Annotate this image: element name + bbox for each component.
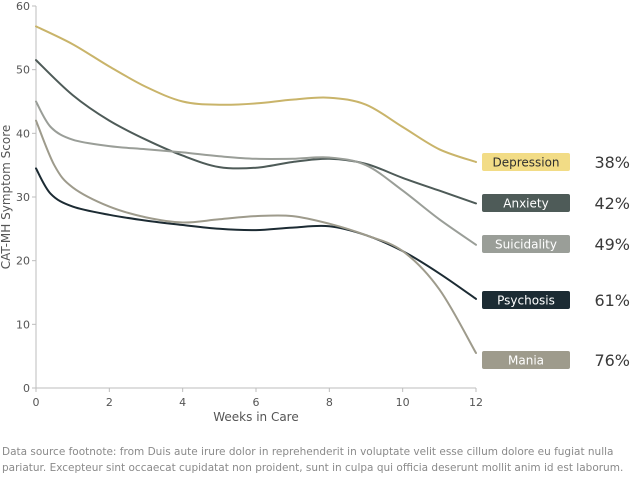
x-tick-label: 0 [33, 396, 40, 409]
x-tick-label: 4 [179, 396, 186, 409]
series-change-depression: 38% [594, 153, 630, 172]
series-line-anxiety [35, 59, 477, 205]
chart-area: 0 10 20 30 40 50 60 0 2 4 6 8 10 12 Weeks in Care CAT-M… [0, 0, 630, 424]
x-axis-label: Weeks in Care [213, 410, 298, 424]
y-tick-label: 10 [16, 318, 30, 331]
y-tick-label: 0 [23, 382, 30, 395]
series-badge-depression [482, 153, 570, 171]
x-tick-label: 10 [396, 396, 410, 409]
series-badge-anxiety [482, 194, 570, 212]
line-chart: 0 10 20 30 40 50 60 0 2 4 6 8 10 12 Weeks in Care CAT-M… [0, 0, 630, 424]
series-change-mania: 76% [594, 351, 630, 370]
series-line-depression [35, 25, 477, 163]
series-badge-psychosis [482, 291, 570, 309]
y-tick-label: 40 [16, 127, 30, 140]
series-label-suicidality: Suicidality [495, 238, 557, 252]
series-label-anxiety: Anxiety [503, 197, 548, 211]
series-label-psychosis: Psychosis [497, 294, 555, 308]
series-badge-suicidality [482, 235, 570, 253]
y-tick-label: 30 [16, 191, 30, 204]
series-label-depression: Depression [492, 156, 559, 170]
x-tick-label: 2 [106, 396, 113, 409]
series-line-mania [35, 119, 477, 354]
x-tick-label: 12 [469, 396, 483, 409]
y-axis-label: CAT-MH Symptom Score [0, 125, 13, 270]
series-line-psychosis [35, 167, 477, 300]
series-line-suicidality [35, 100, 477, 246]
x-tick-label: 8 [326, 396, 333, 409]
series-change-suicidality: 49% [594, 235, 630, 254]
x-tick-label: 6 [253, 396, 260, 409]
y-tick-label: 60 [16, 0, 30, 13]
series-change-psychosis: 61% [594, 291, 630, 310]
series-label-mania: Mania [508, 354, 544, 368]
series-change-anxiety: 42% [594, 194, 630, 213]
series-badge-mania [482, 351, 570, 369]
y-tick-label: 50 [16, 64, 30, 77]
data-source-footnote: Data source footnote: from Duis aute iru… [2, 446, 624, 474]
y-tick-label: 20 [16, 255, 30, 268]
